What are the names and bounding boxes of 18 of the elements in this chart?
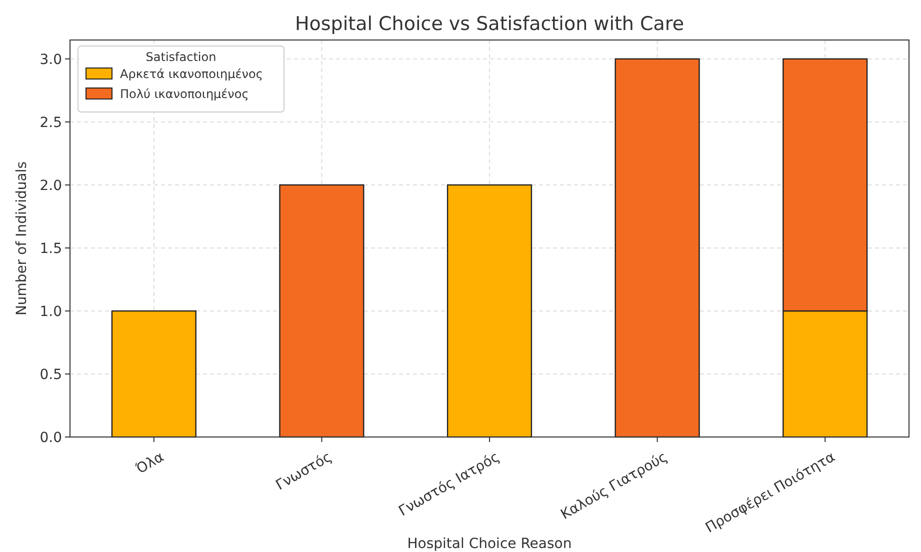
legend-label: Αρκετά ικανοποιημένος — [120, 67, 263, 81]
x-axis-title: Hospital Choice Reason — [407, 536, 572, 552]
bar — [614, 58, 700, 438]
legend-label: Πολύ ικανοποιημένος — [120, 87, 249, 101]
y-tick-label: 2.5 — [40, 114, 62, 131]
y-tick-label: 3.0 — [40, 52, 62, 68]
y-tick-label: 0.5 — [40, 366, 62, 383]
y-tick-label: 1.5 — [40, 240, 62, 257]
y-tick-label: 2.0 — [40, 178, 62, 194]
legend-title: Satisfaction — [146, 50, 216, 64]
y-tick-label: 1.0 — [40, 304, 62, 320]
chart-title: Hospital Choice vs Satisfaction with Care — [294, 13, 684, 35]
y-axis-title: Number of Individuals — [14, 161, 30, 316]
x-tick-label: Όλα — [132, 449, 167, 478]
bar — [279, 184, 364, 438]
bar — [446, 184, 532, 438]
bar — [111, 310, 196, 438]
y-tick-label: 0.0 — [40, 430, 62, 446]
